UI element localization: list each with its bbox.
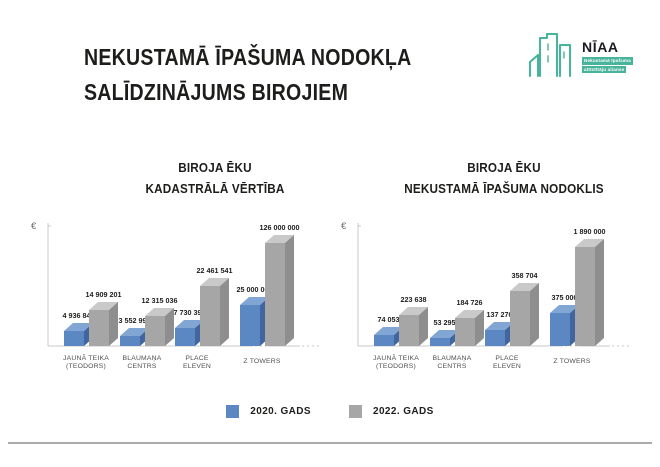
bar-2022-1 xyxy=(145,308,174,346)
buildings-icon xyxy=(528,32,572,78)
category-label: Z TOWERS xyxy=(243,358,280,365)
bar-2022-3 xyxy=(265,235,294,346)
logo-text: NĪAA Nekustamā īpašuma attīstītāju alian… xyxy=(582,39,633,74)
bar-2020-3 xyxy=(240,297,269,346)
niaa-logo: NĪAA Nekustamā īpašuma attīstītāju alian… xyxy=(526,30,633,80)
value-label: 223 638 xyxy=(401,295,427,304)
logo-tagline: Nekustamā īpašuma attīstītāju alianse xyxy=(582,57,633,74)
legend-swatch-2022 xyxy=(349,405,362,418)
category-label: BLAUMAŅA CENTRS xyxy=(123,355,162,370)
value-label: 22 461 541 xyxy=(197,266,233,275)
legend-item-2020: 2020. GADS xyxy=(226,405,311,418)
value-label: 14 909 201 xyxy=(86,290,122,299)
value-label: 126 000 000 xyxy=(260,223,300,232)
logo-name: NĪAA xyxy=(582,39,619,55)
bar-2022-2 xyxy=(200,278,229,346)
legend-item-2022: 2022. GADS xyxy=(349,405,434,418)
bottom-divider xyxy=(8,442,652,444)
bar-2020-1 xyxy=(120,328,149,346)
category-label: PLACE ELEVEN xyxy=(183,355,211,370)
chart-title-line2: KADASTRĀLĀ VĒRTĪBA xyxy=(145,181,285,196)
value-label: 375 000 xyxy=(552,293,578,302)
value-label: 137 270 xyxy=(487,310,513,319)
bar-2022-2 xyxy=(510,283,539,346)
category-label: PLACE ELEVEN xyxy=(493,355,521,370)
value-label: 12 315 036 xyxy=(142,296,178,305)
value-label: 1 890 000 xyxy=(574,227,606,236)
value-label: 184 726 xyxy=(457,298,483,307)
currency-label: € xyxy=(31,221,37,232)
chart-title-line1: BIROJA ĒKU xyxy=(467,160,541,175)
logo-tagline-line2: attīstītāju alianse xyxy=(582,65,627,74)
value-label: 7 730 399 xyxy=(174,308,206,317)
page-title-line1: NEKUSTAMĀ ĪPAŠUMA NODOKĻA xyxy=(84,44,412,70)
category-label: Z TOWERS xyxy=(553,358,590,365)
bar-2020-3 xyxy=(550,305,579,346)
page-title-line2: SALĪDZINĀJUMS BIROJIEM xyxy=(84,79,349,105)
category-label: BLAUMAŅA CENTRS xyxy=(433,355,472,370)
chart-title-line1: BIROJA ĒKU xyxy=(178,160,252,175)
chart-title-line2: NEKUSTAMĀ ĪPAŠUMA NODOKLIS xyxy=(404,181,604,196)
bar-2022-0 xyxy=(89,302,118,346)
value-label: 25 000 000 xyxy=(237,285,273,294)
bar-2020-0 xyxy=(374,327,403,346)
bar-2020-0 xyxy=(64,323,93,346)
legend: 2020. GADS 2022. GADS xyxy=(0,405,660,418)
value-label: 74 053 xyxy=(378,315,400,324)
property-tax-chart-title: BIROJA ĒKU NEKUSTAMĀ ĪPAŠUMA NODOKLIS xyxy=(391,157,618,199)
value-label: 4 936 841 xyxy=(63,311,95,320)
property-tax-chart: €74 053 53 295 137 270 375 000 223 638 184 72… xyxy=(341,221,632,370)
value-label: 53 295 xyxy=(434,318,456,327)
bar-2022-1 xyxy=(455,310,484,346)
bar-2020-2 xyxy=(175,320,204,346)
bar-2022-3 xyxy=(575,239,604,346)
currency-label: € xyxy=(341,221,347,232)
cadastral-value-chart: €4 936 841 3 552 992 7 730 399 25 000 000 14… xyxy=(31,221,322,370)
cadastral-value-chart-title: BIROJA ĒKU KADASTRĀLĀ VĒRTĪBA xyxy=(103,157,328,199)
category-label: JAUNĀ TEIKA (TEODORS) xyxy=(63,354,109,370)
page-title: NEKUSTAMĀ ĪPAŠUMA NODOKĻA SALĪDZINĀJUMS … xyxy=(84,40,412,110)
category-label: JAUNĀ TEIKA (TEODORS) xyxy=(373,354,419,370)
logo-tagline-line1: Nekustamā īpašuma xyxy=(582,57,633,65)
legend-label-2022: 2022. GADS xyxy=(373,406,434,417)
value-label: 358 704 xyxy=(512,271,538,280)
bar-2022-0 xyxy=(399,307,428,346)
value-label: 3 552 992 xyxy=(119,316,151,325)
bar-2020-1 xyxy=(430,330,459,346)
legend-swatch-2020 xyxy=(226,405,240,418)
bar-2020-2 xyxy=(485,322,514,346)
legend-label-2020: 2020. GADS xyxy=(250,406,311,417)
